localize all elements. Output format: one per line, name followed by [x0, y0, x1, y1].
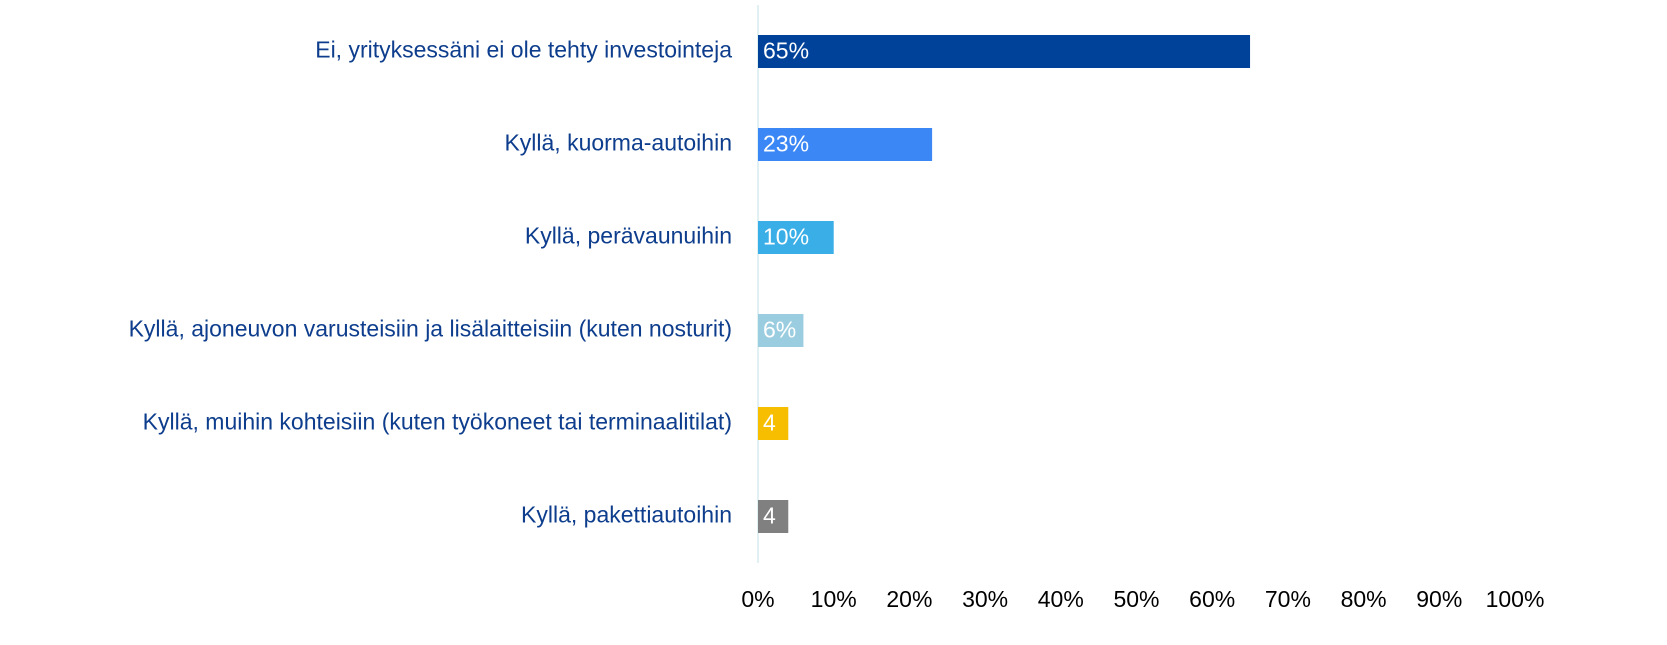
bar: [758, 128, 933, 161]
bar: [758, 407, 789, 440]
value-label: 10%: [763, 224, 809, 250]
category-label: Ei, yrityksessäni ei ole tehty investoin…: [315, 37, 732, 63]
value-label: 4: [763, 503, 776, 529]
x-tick-label: 70%: [1265, 586, 1311, 612]
category-label: Kyllä, kuorma-autoihin: [504, 130, 732, 156]
x-tick-label: 90%: [1416, 586, 1462, 612]
category-label: Kyllä, ajoneuvon varusteisiin ja lisälai…: [129, 316, 732, 342]
x-tick-label: 20%: [886, 586, 932, 612]
bar: [758, 35, 1251, 68]
x-tick-label: 0%: [741, 586, 774, 612]
value-label: 65%: [763, 38, 809, 64]
value-label: 6%: [763, 317, 796, 343]
x-tick-label: 30%: [962, 586, 1008, 612]
bar: [758, 314, 804, 347]
x-tick-label: 80%: [1341, 586, 1387, 612]
bar: [758, 500, 789, 533]
x-tick-label: 60%: [1189, 586, 1235, 612]
x-tick-label: 100%: [1486, 586, 1545, 612]
category-label: Kyllä, muihin kohteisiin (kuten työkonee…: [143, 409, 732, 435]
x-tick-label: 10%: [811, 586, 857, 612]
value-label: 23%: [763, 131, 809, 157]
x-tick-label: 40%: [1038, 586, 1084, 612]
category-label: Kyllä, perävaunuihin: [525, 223, 732, 249]
category-label: Kyllä, pakettiautoihin: [521, 502, 732, 528]
bar: [758, 221, 834, 254]
x-tick-label: 50%: [1113, 586, 1159, 612]
value-label: 4: [763, 410, 776, 436]
